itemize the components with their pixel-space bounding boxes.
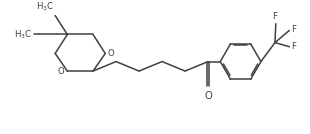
Text: F: F bbox=[291, 25, 296, 34]
Text: H$_3$C: H$_3$C bbox=[36, 1, 54, 13]
Text: O: O bbox=[58, 67, 64, 76]
Text: H$_3$C: H$_3$C bbox=[14, 28, 32, 41]
Text: O: O bbox=[108, 49, 115, 58]
Text: F: F bbox=[272, 12, 277, 21]
Text: F: F bbox=[291, 42, 296, 51]
Text: O: O bbox=[204, 91, 212, 101]
